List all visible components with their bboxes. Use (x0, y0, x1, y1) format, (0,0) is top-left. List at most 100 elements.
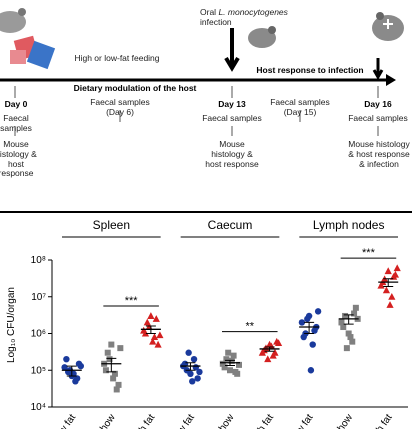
point (352, 304, 359, 311)
point (181, 360, 189, 367)
point (150, 333, 159, 341)
end-arrow (372, 58, 384, 81)
feeding: High or low-fat feeding (74, 53, 160, 63)
samples: Faecal samples (Day 6) (90, 97, 150, 117)
mouse-icon (0, 8, 26, 33)
x-tick-label: High fat (247, 412, 276, 429)
point (227, 367, 233, 374)
day: Day 0 (4, 99, 28, 109)
x-tick-label: Chow (331, 412, 355, 429)
point (347, 334, 354, 341)
error-bar (383, 278, 394, 288)
point (108, 341, 115, 348)
error-bar (106, 357, 117, 373)
point (143, 318, 151, 326)
point (343, 345, 350, 352)
samples: Faecal samples (348, 113, 408, 123)
arrow-head (386, 74, 396, 86)
point (117, 345, 124, 352)
y-tick-label: 10⁶ (31, 329, 46, 340)
point (190, 355, 198, 363)
point (340, 324, 347, 331)
samples: Faecal samples (202, 113, 262, 123)
infection-label: Oral L. monocytogenes infection (200, 7, 290, 28)
point (223, 356, 230, 363)
significance: ** (245, 321, 254, 333)
y-tick-label: 10⁷ (31, 292, 46, 303)
point (104, 349, 111, 356)
x-tick-label: Low fat (288, 412, 316, 429)
point (298, 319, 306, 326)
point (185, 349, 192, 356)
point (393, 264, 401, 272)
infection-arrow (224, 28, 240, 72)
y-tick-label: 10⁴ (31, 402, 46, 413)
phase: Host response to infection (256, 65, 364, 75)
y-tick-label: 10⁵ (31, 365, 46, 376)
x-tick-label: Low fat (51, 412, 79, 429)
point (196, 368, 203, 376)
text: infection (200, 16, 232, 27)
point (189, 378, 196, 385)
x-tick-label: High fat (129, 412, 158, 429)
point (61, 364, 68, 371)
significance: *** (125, 295, 139, 307)
x-tick-label: High fat (366, 412, 395, 429)
day: Day 13 (218, 99, 246, 109)
x-tick-label: Low fat (169, 412, 197, 429)
error-bar (185, 362, 196, 371)
point (110, 375, 117, 382)
samples: Faecal samples (Day 15) (270, 97, 330, 117)
point (386, 301, 394, 308)
point (113, 386, 120, 393)
point (147, 312, 155, 319)
ticks (14, 126, 379, 136)
y-tick-label: 10⁸ (31, 255, 46, 266)
significance: *** (362, 247, 376, 259)
point (111, 370, 118, 377)
outcome: Mouse histology & host response & infect… (348, 139, 410, 169)
point (345, 330, 352, 337)
error-bar (304, 321, 315, 334)
mouse-icon (248, 26, 276, 48)
error-bar (145, 325, 156, 334)
samples: Faecal samples (0, 113, 32, 133)
error-bar (66, 365, 77, 377)
point (300, 333, 307, 341)
x-tick-label: Chow (94, 412, 118, 429)
ticks (14, 86, 379, 122)
point (338, 319, 345, 326)
point (351, 310, 358, 317)
point (152, 315, 160, 322)
point (311, 327, 318, 334)
point (221, 364, 228, 371)
panel-title: Lymph nodes (313, 218, 385, 232)
point (309, 341, 316, 348)
point (73, 375, 81, 382)
timeline-art (0, 8, 412, 213)
day: Day 16 (364, 99, 392, 109)
chart: Log₁₀ CFU/organ 10⁴ 10⁵ 10⁶ 10⁷ 10⁸ Spleen Low… (6, 218, 408, 429)
point (388, 292, 396, 300)
text: Oral (200, 7, 217, 17)
point (230, 352, 237, 359)
error-bar (225, 359, 235, 366)
point (77, 362, 84, 370)
mouse-icon (372, 12, 404, 41)
point (349, 338, 356, 345)
point (225, 349, 232, 356)
outcome: Mouse histology & host response (0, 139, 37, 179)
point (314, 308, 322, 315)
point (156, 331, 164, 339)
panel-title: Spleen (93, 218, 130, 232)
point (141, 329, 150, 337)
point (194, 375, 201, 382)
point (102, 367, 109, 374)
point (63, 355, 70, 363)
point (106, 356, 113, 363)
point (342, 312, 349, 319)
point (236, 361, 242, 368)
error-bar (343, 314, 354, 325)
point (232, 368, 239, 375)
error-bar (264, 346, 275, 352)
